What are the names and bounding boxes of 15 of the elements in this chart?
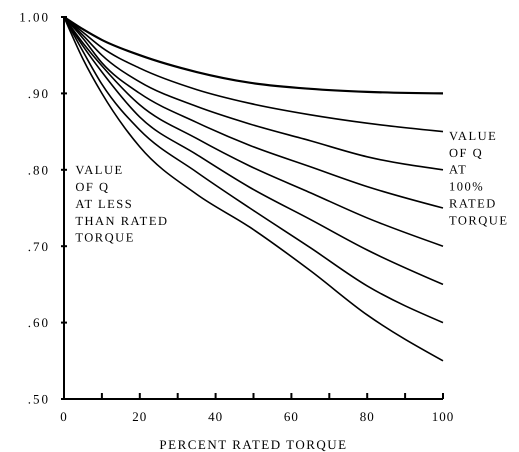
- y-tick-label: 1.00: [19, 10, 50, 25]
- x-axis-title: PERCENT RATED TORQUE: [159, 437, 348, 452]
- x-tick-label: 60: [284, 409, 299, 424]
- x-tick-label: 0: [60, 409, 68, 424]
- y-tick-label: .60: [28, 315, 50, 330]
- y-tick-label: .50: [28, 392, 50, 407]
- y-tick-label: .70: [28, 238, 50, 254]
- annotation: VALUE OF Q AT LESS THAN RATED TORQUE: [75, 163, 168, 245]
- x-tick-label: 40: [208, 409, 224, 424]
- y-tick-label: .80: [28, 162, 50, 178]
- x-tick-label: 80: [360, 409, 375, 424]
- x-tick-label: 100: [432, 409, 454, 424]
- text: VALUE OF Q AT 100% RATED TORQUE: [449, 128, 508, 228]
- x-tick-label: 20: [132, 409, 148, 424]
- y-tick-label: .90: [28, 86, 50, 101]
